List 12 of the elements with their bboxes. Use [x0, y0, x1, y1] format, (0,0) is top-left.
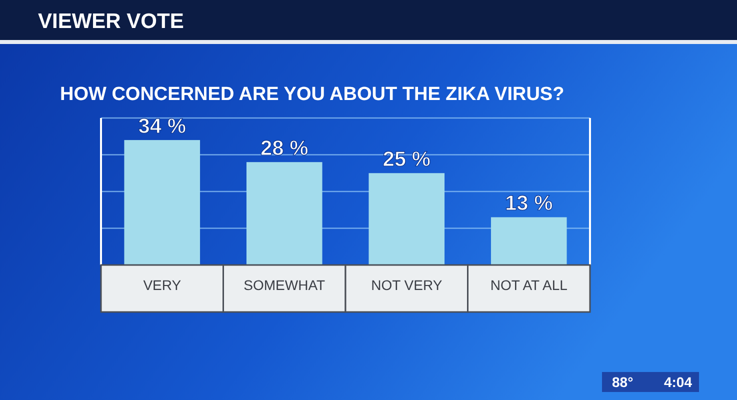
chart-title: VIEWER VOTE: [38, 10, 184, 33]
text: 4:04: [664, 374, 692, 390]
x-tick-label: VERY: [143, 277, 182, 293]
data-label: 28 %: [260, 137, 309, 160]
chart-subtitle: HOW CONCERNED ARE YOU ABOUT THE ZIKA VIRUS?: [60, 84, 564, 105]
x-tick-label: SOMEWHAT: [244, 277, 326, 293]
data-label: 25 %: [382, 148, 431, 172]
x-tick-label: NOT VERY: [371, 277, 443, 293]
data-label: 13 %: [504, 192, 554, 216]
text: 88°: [612, 374, 634, 390]
x-tick-label: NOT AT ALL: [490, 277, 568, 293]
data-label: 34 %: [138, 115, 186, 138]
